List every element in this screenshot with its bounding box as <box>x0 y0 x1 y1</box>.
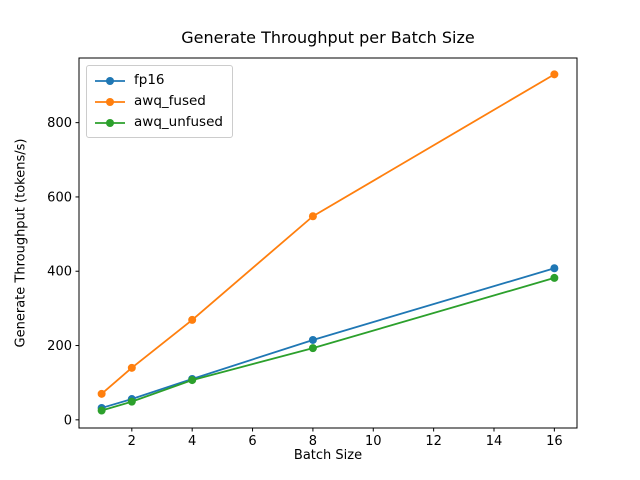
legend-item-fp16: fp16 <box>94 71 223 90</box>
svg-text:14: 14 <box>486 434 503 449</box>
legend-item-awq-fused: awq_fused <box>94 92 223 111</box>
svg-text:10: 10 <box>365 434 382 449</box>
y-axis-label: Generate Throughput (tokens/s) <box>13 138 29 348</box>
svg-text:0: 0 <box>64 413 72 428</box>
svg-text:8: 8 <box>309 434 317 449</box>
svg-text:12: 12 <box>425 434 442 449</box>
legend-line-marker-icon <box>95 76 125 85</box>
legend: fp16 awq_fused awq_unfused <box>86 65 233 138</box>
svg-text:200: 200 <box>47 339 72 354</box>
svg-text:2: 2 <box>128 434 136 449</box>
legend-line-marker-icon <box>95 118 125 127</box>
x-axis-label: Batch Size <box>293 448 363 463</box>
svg-text:16: 16 <box>546 434 563 449</box>
svg-text:6: 6 <box>248 434 256 449</box>
legend-label: fp16 <box>134 72 165 88</box>
svg-text:400: 400 <box>47 265 72 280</box>
legend-item-awq-unfused: awq_unfused <box>94 113 223 132</box>
legend-line-marker-icon <box>95 97 125 106</box>
svg-text:800: 800 <box>47 116 72 131</box>
legend-label: awq_unfused <box>134 114 223 130</box>
svg-text:4: 4 <box>188 434 196 449</box>
chart-title: Generate Throughput per Batch Size <box>181 28 475 47</box>
legend-label: awq_fused <box>134 93 206 109</box>
svg-text:600: 600 <box>47 190 72 205</box>
